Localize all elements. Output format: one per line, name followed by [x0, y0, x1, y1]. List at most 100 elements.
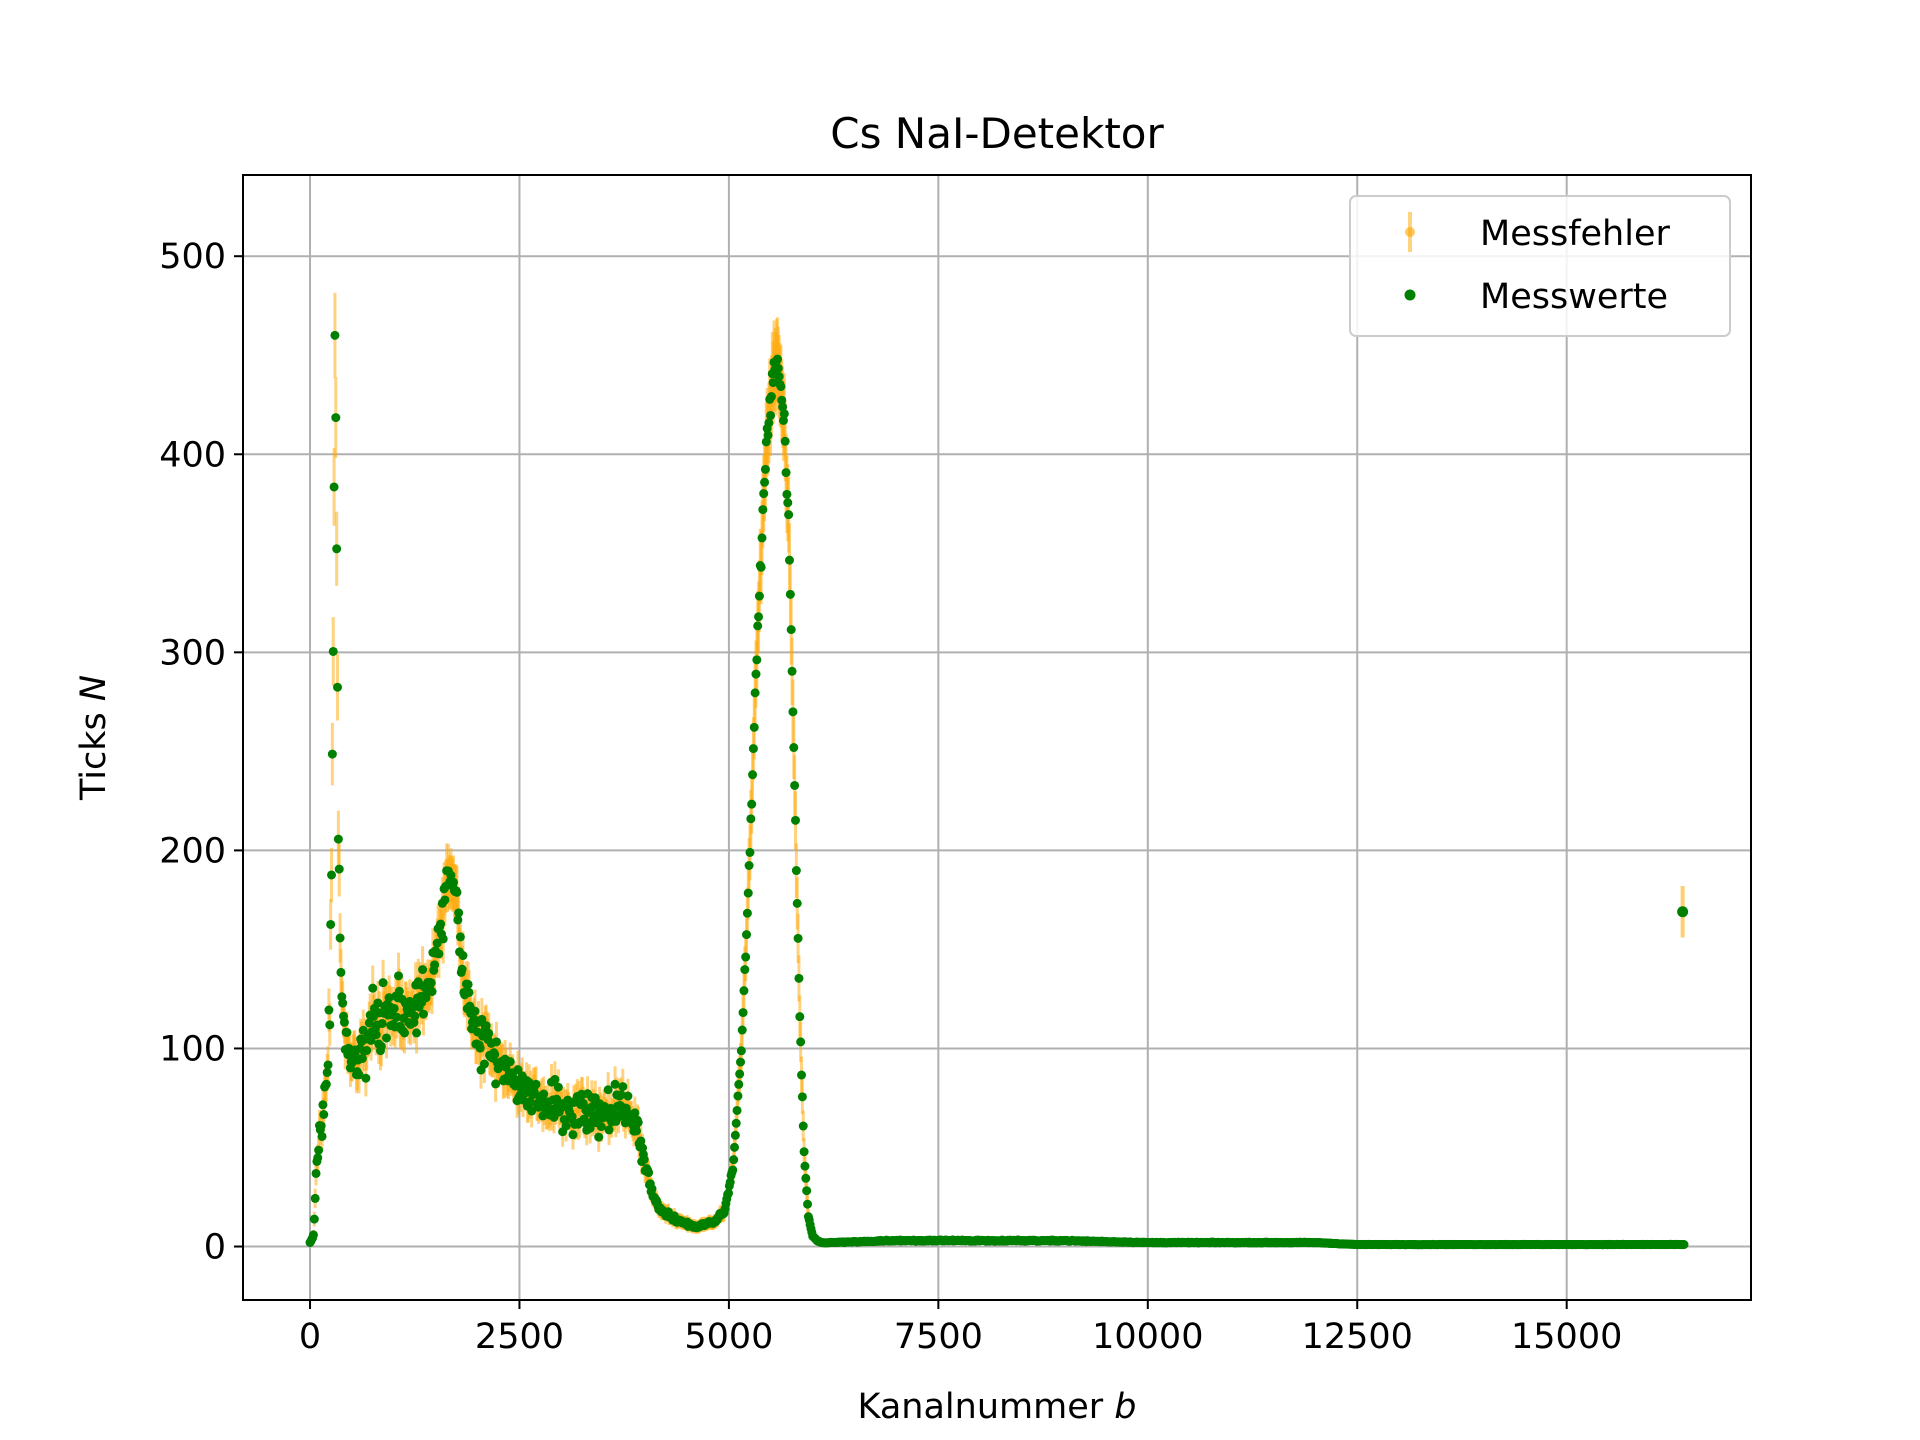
data-point-562 [788, 707, 798, 717]
data-point-495 [730, 1130, 740, 1140]
data-point-263 [531, 1079, 541, 1089]
data-point-150 [434, 949, 444, 959]
x-tick-label-2: 5000 [684, 1317, 773, 1357]
data-point-15 [318, 1100, 328, 1110]
legend-label-messwerte: Messwerte [1480, 277, 1668, 317]
data-point-526 [757, 533, 767, 543]
data-point-61 [357, 1053, 367, 1063]
data-point-336 [594, 1132, 604, 1142]
data-point-493 [729, 1155, 739, 1165]
data-point-550 [778, 402, 788, 412]
data-point-573 [797, 1092, 807, 1102]
data-point-494 [729, 1142, 739, 1152]
data-point-326 [585, 1123, 595, 1133]
data-point-256 [525, 1097, 535, 1107]
data-point-564 [790, 780, 800, 790]
x-axis-label: Kanalnummer b [858, 1387, 1137, 1427]
data-point-14 [317, 1131, 327, 1141]
data-point-502 [736, 1046, 746, 1056]
data-point-200 [477, 1014, 487, 1024]
y-tick-label-0: 0 [204, 1228, 226, 1268]
data-point-285 [550, 1074, 560, 1084]
data-point-26 [327, 749, 337, 759]
data-point-385 [636, 1136, 646, 1146]
data-point-498 [733, 1091, 743, 1101]
data-point-347 [603, 1085, 613, 1095]
legend: Messfehler Messwerte [1349, 195, 1731, 337]
data-point-382 [633, 1117, 643, 1127]
data-point-89 [381, 1033, 391, 1043]
data-point-6 [310, 1193, 320, 1203]
data-point-533 [763, 430, 773, 440]
data-point-515 [748, 770, 758, 780]
y-tick-label-5: 500 [159, 237, 226, 277]
data-point-29 [330, 330, 340, 340]
data-point-398 [647, 1184, 657, 1194]
data-point-370 [623, 1091, 633, 1101]
data-point-36 [336, 967, 346, 977]
data-point-497 [732, 1105, 742, 1115]
tick-layer: 0 2500 5000 7500 10000 12500 15000 0 100 200 300 40… [159, 237, 1622, 1357]
data-point-510 [743, 888, 753, 898]
data-point-65 [361, 1073, 371, 1083]
data-point-175 [455, 932, 465, 942]
data-point-579 [803, 1199, 813, 1209]
data-point-512 [745, 847, 755, 857]
y-axis-label-text: Ticks [74, 712, 114, 801]
data-point-570 [795, 1012, 805, 1022]
data-point-355 [610, 1079, 620, 1089]
data-point-513 [746, 814, 756, 824]
data-point-565 [791, 815, 801, 825]
data-point-13 [316, 1121, 326, 1131]
data-point-27 [328, 646, 338, 656]
data-point-203 [479, 1059, 489, 1069]
data-point-508 [742, 930, 752, 940]
data-point-131 [418, 965, 428, 975]
legend-errorbar-dot [1405, 227, 1415, 237]
data-point-167 [449, 877, 459, 887]
data-point-501 [736, 1057, 746, 1067]
data-point-172 [453, 915, 463, 925]
data-point-9 [313, 1153, 323, 1163]
data-point-530 [760, 464, 770, 474]
data-point-509 [742, 908, 752, 918]
data-point-31 [332, 544, 342, 554]
point-layer [305, 330, 1689, 1250]
data-point-561 [787, 666, 797, 676]
data-point-73 [368, 983, 378, 993]
data-point-233 [505, 1057, 515, 1067]
data-point-208 [484, 1028, 494, 1038]
data-point-576 [800, 1161, 810, 1171]
data-point-556 [783, 498, 793, 508]
data-point-298 [561, 1121, 571, 1131]
data-point-261 [529, 1087, 539, 1097]
data-point-32 [333, 682, 343, 692]
data-point-378 [630, 1108, 640, 1118]
data-point-555 [782, 489, 792, 499]
y-axis-variable: N [74, 675, 114, 701]
x-tick-label-6: 15000 [1511, 1317, 1622, 1357]
x-tick-label-4: 10000 [1092, 1317, 1203, 1357]
data-point-215 [490, 1049, 500, 1059]
data-point-23 [325, 1020, 335, 1030]
data-point-157 [440, 895, 450, 905]
data-point-101 [392, 1012, 402, 1022]
data-point-499 [734, 1079, 744, 1089]
data-point-40 [339, 1017, 349, 1027]
data-point-339 [596, 1122, 606, 1132]
data-point-35 [335, 933, 345, 943]
data-point-496 [731, 1118, 741, 1128]
data-point-43 [342, 1027, 352, 1037]
data-point-506 [740, 965, 750, 975]
data-point-152 [436, 919, 446, 929]
data-point-536 [766, 410, 776, 420]
y-tick-label-3: 300 [159, 633, 226, 673]
data-point-505 [739, 986, 749, 996]
data-point-66 [362, 1046, 372, 1056]
data-point-362 [616, 1090, 626, 1100]
data-point-517 [749, 722, 759, 732]
data-point-487 [723, 1188, 733, 1198]
data-point-566 [791, 866, 801, 876]
x-tick-label-5: 12500 [1302, 1317, 1413, 1357]
data-point-557 [784, 510, 794, 520]
